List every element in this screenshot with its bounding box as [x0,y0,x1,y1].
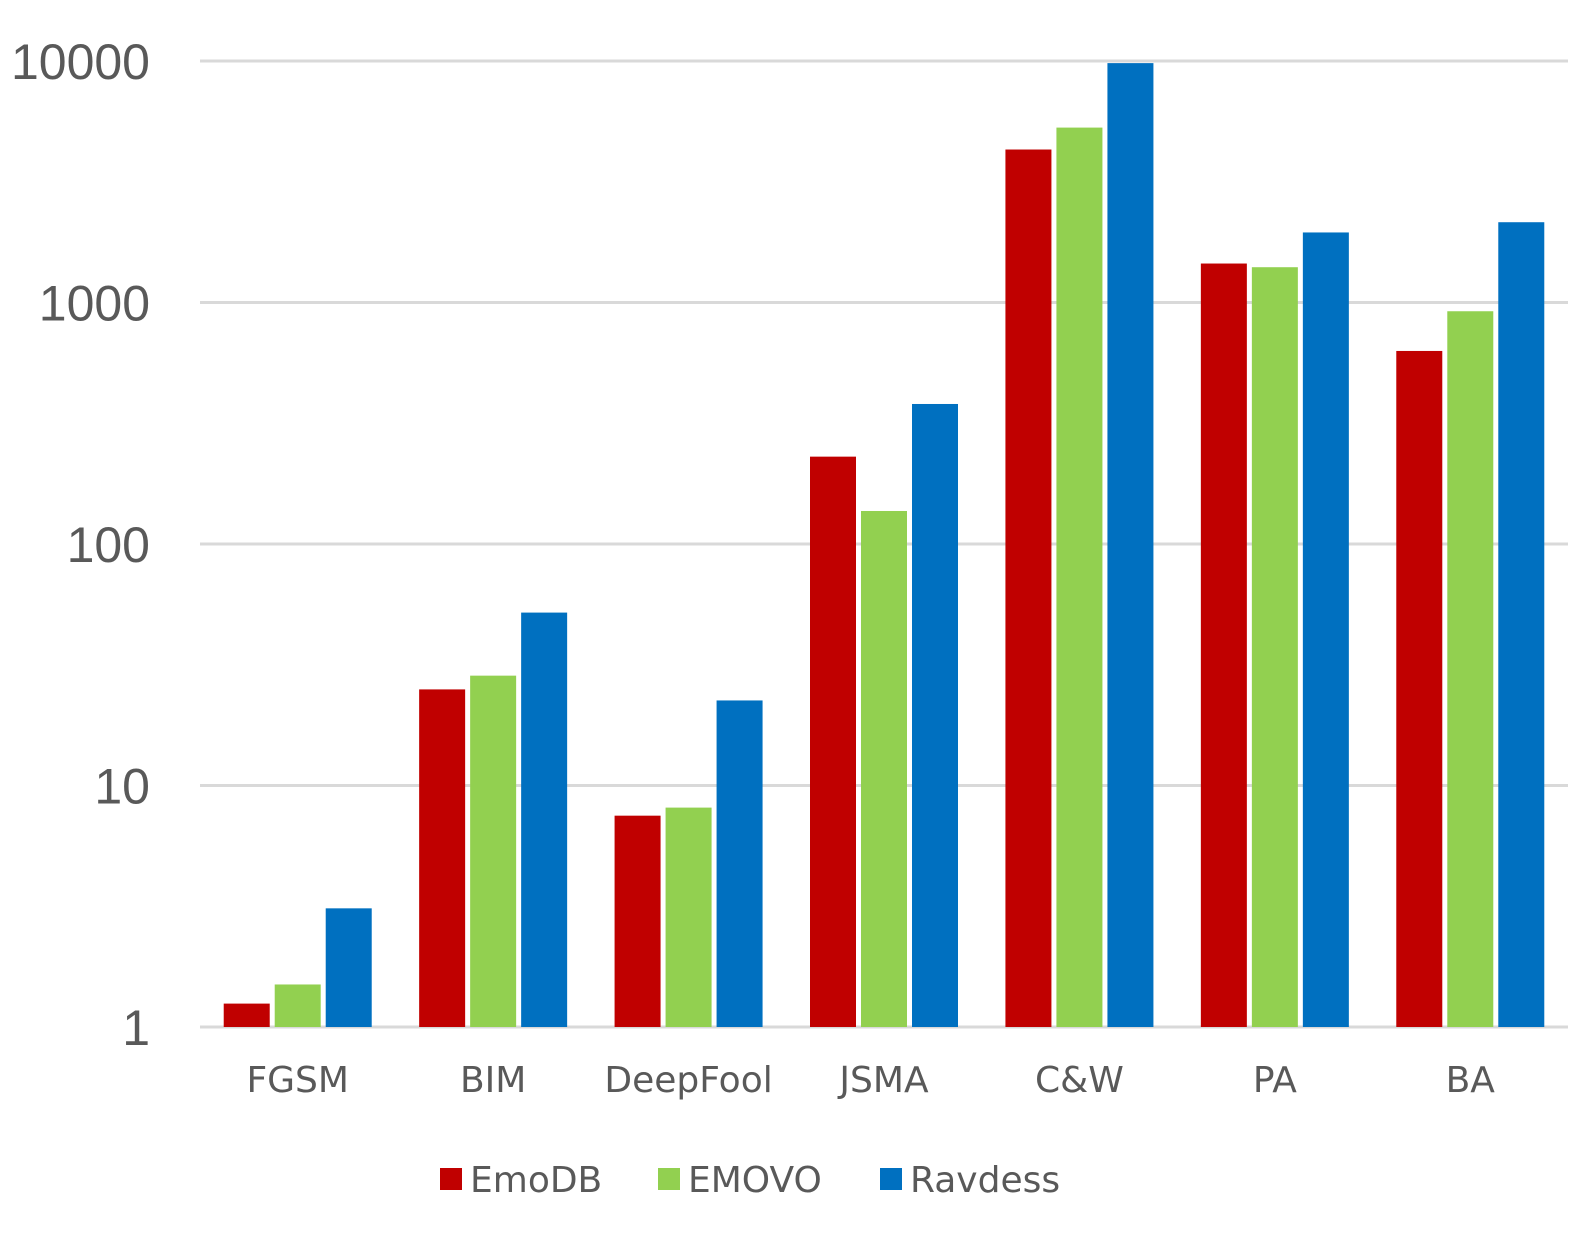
bar-jsma-emodb [810,456,856,1028]
bars [223,63,1545,1028]
bar-pa-emodb [1200,263,1247,1027]
bar-bim-ravdess [521,612,568,1027]
bar-pa-ravdess [1302,232,1349,1027]
x-tick-label: JSMA [837,1060,929,1101]
legend-label-emovo: EMOVO [688,1160,822,1201]
bar-bim-emovo [470,675,517,1027]
x-tick-label: DeepFool [604,1060,772,1101]
bar-deepfool-emodb [614,815,661,1027]
x-tick-label: BA [1446,1060,1496,1101]
y-tick-label: 100 [67,517,150,573]
bar-ba-emovo [1447,311,1494,1027]
x-tick-label: PA [1253,1060,1297,1101]
x-tick-label: BIM [460,1060,526,1101]
y-tick-label: 10 [94,759,150,815]
bar-fgsm-emodb [223,1003,270,1027]
x-tick-label: FGSM [246,1060,349,1101]
bar-fgsm-emovo [274,984,321,1027]
y-tick-label: 10000 [11,34,150,90]
bar-pa-emovo [1251,267,1298,1027]
legend-swatch-emovo [658,1168,680,1190]
bar-deepfool-emovo [665,807,712,1027]
bar-jsma-emovo [861,510,907,1027]
legend-label-emodb: EmoDB [470,1160,602,1201]
legend-swatch-emodb [440,1168,462,1190]
bar-cw-emovo [1056,127,1103,1027]
legend-swatch-ravdess [880,1168,902,1190]
x-axis-ticks: FGSM BIM DeepFool JSMA C&W PA BA [246,1060,1495,1101]
bar-fgsm-ravdess [325,908,372,1027]
bar-ba-emodb [1396,350,1443,1028]
bar-cw-emodb [1005,149,1052,1028]
bar-jsma-ravdess [912,403,958,1027]
bar-deepfool-ravdess [716,700,763,1027]
x-tick-label: C&W [1035,1060,1124,1101]
y-tick-label: 1 [122,1000,150,1056]
bar-ba-ravdess [1498,222,1545,1027]
y-axis-ticks: 1 10 100 1000 10000 [11,34,150,1056]
legend-label-ravdess: Ravdess [910,1160,1060,1201]
y-tick-label: 1000 [39,276,150,332]
bar-bim-emodb [419,689,466,1027]
bar-cw-ravdess [1107,63,1154,1028]
legend: EmoDB EMOVO Ravdess [440,1160,1060,1201]
